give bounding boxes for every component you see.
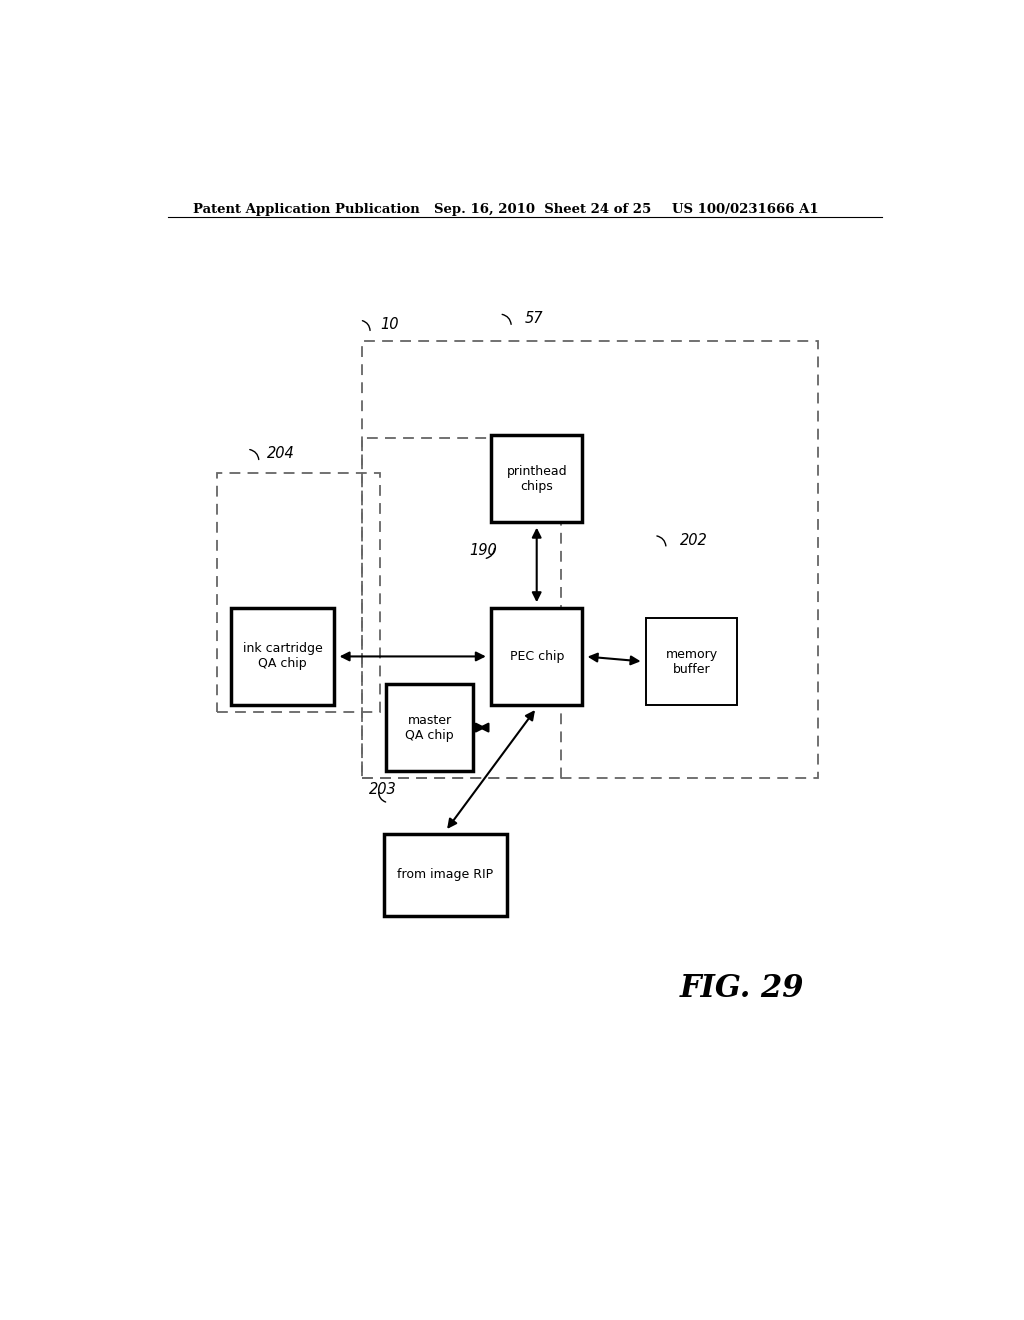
- Text: PEC chip: PEC chip: [510, 649, 564, 663]
- Text: master
QA chip: master QA chip: [406, 714, 454, 742]
- Text: memory
buffer: memory buffer: [666, 648, 718, 676]
- Text: 202: 202: [680, 533, 708, 548]
- Text: 204: 204: [267, 446, 295, 461]
- Text: Patent Application Publication: Patent Application Publication: [194, 203, 420, 216]
- Bar: [362, 438, 560, 779]
- Text: from image RIP: from image RIP: [397, 869, 494, 882]
- Bar: [386, 684, 473, 771]
- Bar: [217, 474, 380, 713]
- Text: ink cartridge
QA chip: ink cartridge QA chip: [243, 643, 323, 671]
- Bar: [492, 436, 583, 521]
- Bar: [646, 618, 737, 705]
- Text: US 100/0231666 A1: US 100/0231666 A1: [672, 203, 818, 216]
- Text: printhead
chips: printhead chips: [507, 465, 567, 492]
- Bar: [231, 609, 334, 705]
- Bar: [384, 834, 507, 916]
- Text: 10: 10: [380, 317, 399, 333]
- Bar: [362, 342, 818, 779]
- Text: FIG. 29: FIG. 29: [680, 973, 804, 1005]
- Text: 190: 190: [469, 543, 497, 558]
- Text: Sep. 16, 2010  Sheet 24 of 25: Sep. 16, 2010 Sheet 24 of 25: [433, 203, 651, 216]
- Text: 203: 203: [369, 781, 396, 797]
- Text: 57: 57: [524, 312, 544, 326]
- Bar: [492, 609, 583, 705]
